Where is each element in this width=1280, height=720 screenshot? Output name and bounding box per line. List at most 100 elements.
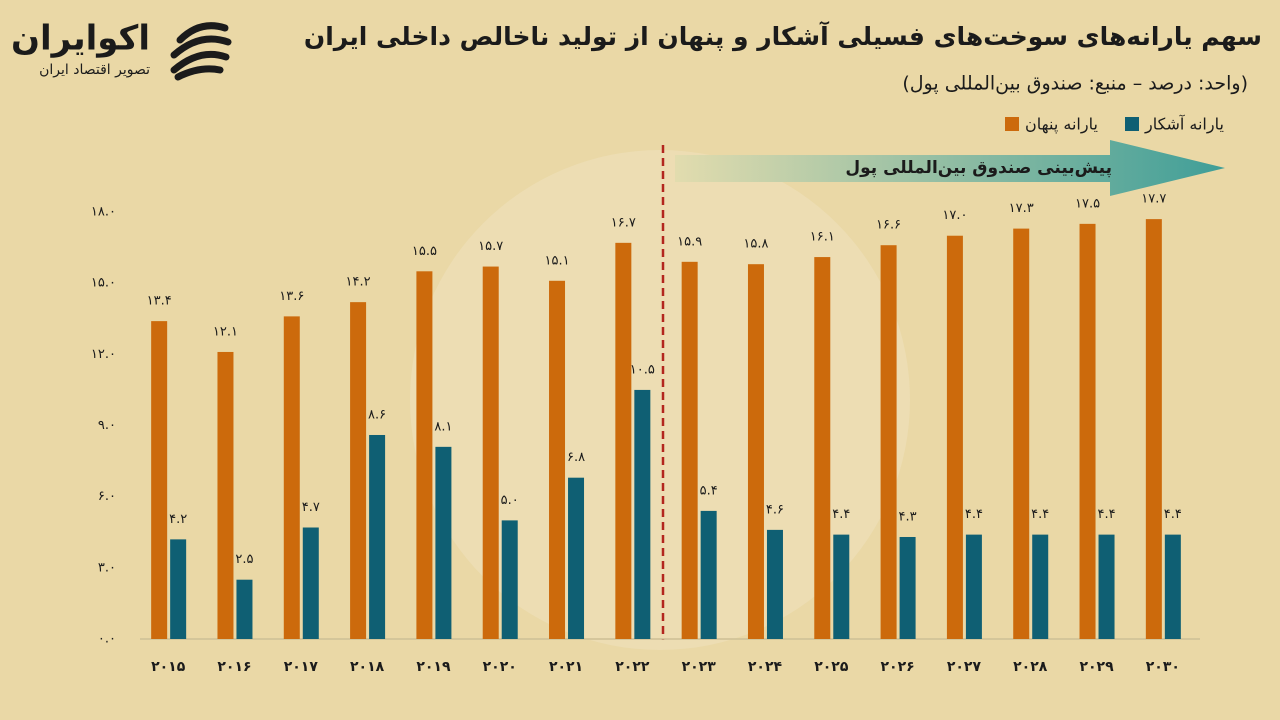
forecast-annotation: پیش‌بینی صندوق بین‌المللی پول — [845, 158, 1112, 178]
value-label: ۱۵.۹ — [677, 234, 702, 249]
bar — [814, 257, 831, 639]
legend-swatch — [1125, 117, 1139, 131]
bar — [369, 434, 386, 639]
x-tick-label: ۲۰۱۷ — [284, 659, 319, 675]
bar — [151, 321, 168, 639]
x-tick-label: ۲۰۱۶ — [217, 659, 251, 675]
bar — [283, 316, 300, 639]
y-tick-label: ۶.۰ — [98, 489, 116, 504]
bar — [302, 527, 319, 639]
bar — [501, 520, 518, 639]
bar — [946, 235, 963, 639]
x-tick-label: ۲۰۲۵ — [814, 659, 849, 675]
value-label: ۱۳.۴ — [147, 294, 172, 309]
bar — [1164, 534, 1181, 639]
x-tick-label: ۲۰۲۸ — [1013, 659, 1048, 675]
value-label: ۱۶.۶ — [876, 218, 901, 233]
y-tick-label: ۱۵.۰ — [91, 276, 116, 291]
bar — [435, 446, 452, 639]
value-label: ۱۵.۱ — [544, 253, 569, 268]
x-tick-label: ۲۰۱۵ — [151, 659, 186, 675]
y-tick-label: ۱۲.۰ — [91, 347, 116, 362]
x-tick-label: ۲۰۲۹ — [1079, 659, 1114, 675]
value-label: ۴.۷ — [302, 500, 320, 515]
bar — [568, 477, 585, 639]
value-label: ۴.۲ — [169, 512, 187, 527]
value-label: ۱۵.۷ — [478, 239, 503, 254]
brand-name: اکوایران — [11, 19, 150, 59]
bar — [1013, 228, 1030, 639]
value-label: ۵.۴ — [700, 483, 718, 498]
value-label: ۱۷.۳ — [1009, 201, 1034, 216]
bar — [1079, 223, 1096, 639]
x-tick-label: ۲۰۲۳ — [682, 659, 717, 675]
x-tick-label: ۲۰۲۷ — [947, 659, 982, 675]
value-label: ۱۶.۷ — [611, 215, 636, 230]
x-tick-label: ۲۰۳۰ — [1146, 659, 1180, 675]
bar — [880, 245, 897, 639]
x-tick-label: ۲۰۲۱ — [549, 659, 583, 675]
brand-tagline: تصویر اقتصاد ایران — [39, 62, 150, 78]
value-label: ۴.۴ — [1164, 507, 1182, 522]
bar — [1145, 219, 1162, 639]
value-label: ۱۵.۵ — [412, 244, 437, 259]
value-label: ۱۶.۱ — [810, 230, 835, 245]
value-label: ۴.۴ — [832, 507, 850, 522]
y-tick-label: ۰.۰ — [98, 632, 116, 647]
value-label: ۱۳.۶ — [279, 289, 304, 304]
value-label: ۱۰.۵ — [630, 362, 655, 377]
x-tick-label: ۲۰۲۲ — [615, 659, 650, 675]
watermark — [410, 150, 910, 650]
bar — [549, 280, 566, 639]
value-label: ۸.۶ — [368, 407, 386, 422]
bar — [833, 534, 850, 639]
legend-label: یارانه آشکار — [1144, 115, 1224, 135]
x-tick-label: ۲۰۲۰ — [483, 659, 517, 675]
forecast-arrow — [675, 140, 1225, 196]
value-label: ۴.۴ — [1097, 507, 1115, 522]
bar — [170, 539, 187, 639]
chart-subtitle: (واحد: درصد – منبع: صندوق بین‌المللی پول… — [902, 73, 1248, 95]
legend-swatch — [1005, 117, 1019, 131]
value-label: ۵.۰ — [501, 493, 519, 508]
y-tick-label: ۳.۰ — [98, 560, 116, 575]
bar — [965, 534, 982, 639]
bar — [681, 261, 698, 639]
value-label: ۱۷.۷ — [1141, 192, 1166, 207]
value-label: ۱۷.۰ — [942, 208, 967, 223]
chart-title: سهم یارانه‌های سوخت‌های فسیلی آشکار و پن… — [304, 21, 1262, 52]
value-label: ۱۲.۱ — [213, 324, 238, 339]
bar — [700, 510, 717, 639]
bar — [1032, 534, 1049, 639]
x-tick-label: ۲۰۱۹ — [416, 659, 451, 675]
value-label: ۴.۴ — [965, 507, 983, 522]
bar — [634, 389, 651, 639]
x-tick-label: ۲۰۲۴ — [748, 659, 783, 675]
value-label: ۴.۳ — [899, 509, 917, 524]
bar — [1098, 534, 1115, 639]
bar — [236, 579, 253, 639]
y-tick-label: ۹.۰ — [98, 418, 116, 433]
value-label: ۱۵.۸ — [743, 237, 768, 252]
x-tick-label: ۲۰۱۸ — [350, 659, 385, 675]
bar — [217, 351, 234, 639]
bar — [615, 242, 632, 640]
bar — [416, 271, 433, 639]
value-label: ۶.۸ — [567, 450, 585, 465]
y-tick-label: ۱۸.۰ — [91, 205, 116, 220]
bar — [766, 529, 783, 639]
bar — [747, 264, 764, 639]
legend-label: یارانه پنهان — [1025, 115, 1098, 135]
value-label: ۴.۶ — [766, 502, 784, 517]
bar — [350, 302, 367, 639]
logo-icon — [170, 22, 232, 81]
value-label: ۴.۴ — [1031, 507, 1049, 522]
bar — [482, 266, 499, 639]
value-label: ۱۷.۵ — [1075, 196, 1100, 211]
bar — [899, 536, 916, 639]
value-label: ۲.۵ — [235, 552, 253, 567]
value-label: ۱۴.۲ — [346, 275, 371, 290]
value-label: ۸.۱ — [434, 419, 452, 434]
